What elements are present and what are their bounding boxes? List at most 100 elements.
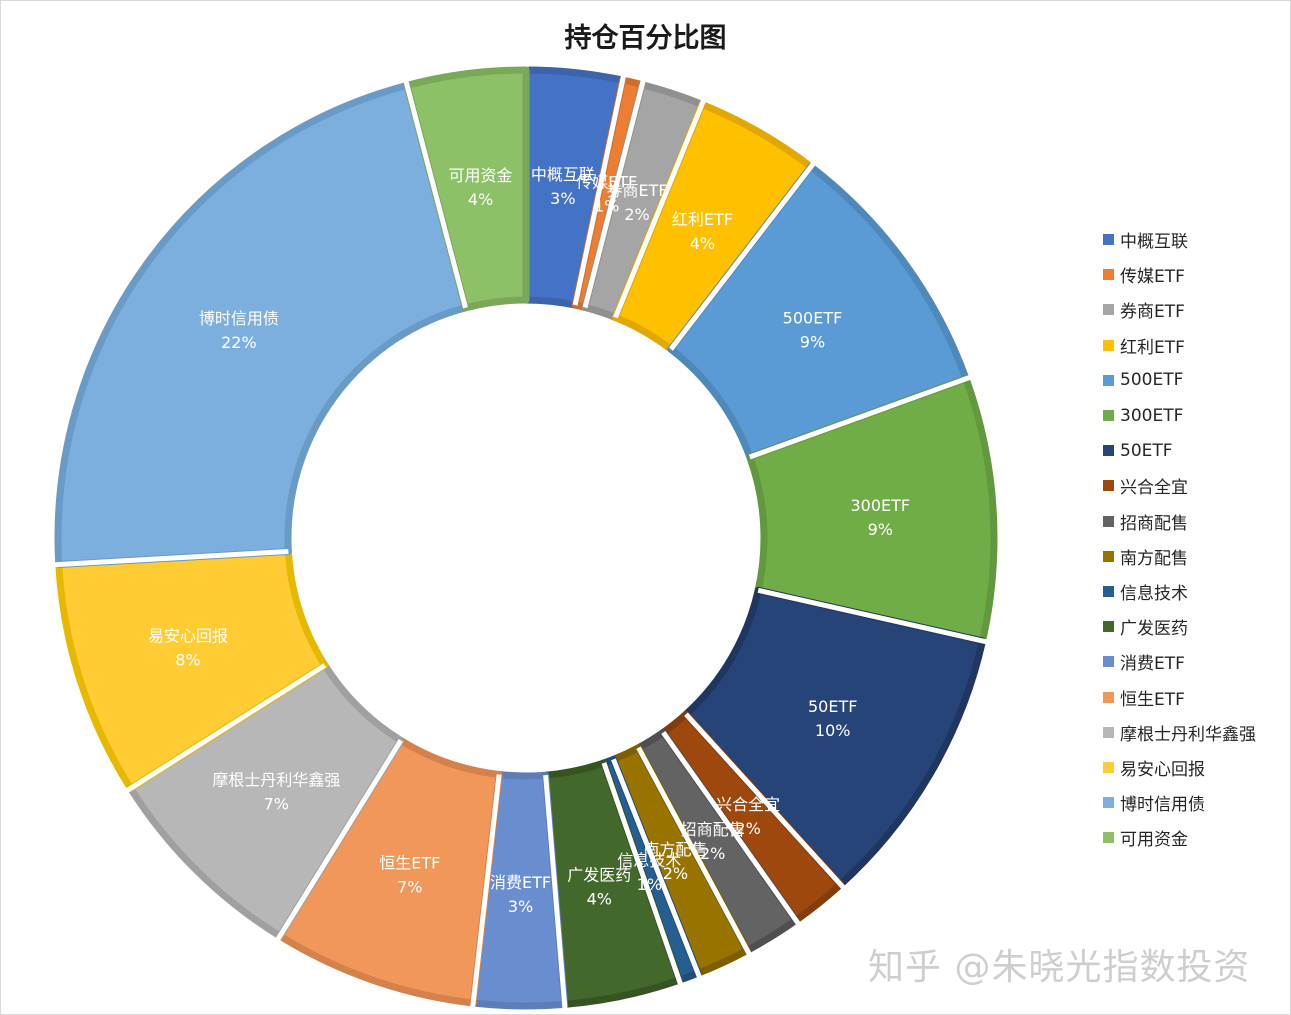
legend-label: 恒生ETF [1120, 689, 1185, 710]
legend-swatch [1103, 832, 1114, 844]
slice-percent-label: 2% [735, 819, 760, 838]
legend-swatch [1103, 374, 1114, 386]
legend-item: 消费ETF [1103, 644, 1256, 679]
legend-item: 南方配售 [1103, 539, 1256, 574]
legend-swatch [1103, 550, 1114, 562]
slice-gap-18 [403, 80, 468, 309]
legend-swatch [1103, 480, 1114, 492]
slice-category-label: 50ETF [808, 697, 857, 716]
legend-label: 红利ETF [1120, 337, 1185, 358]
slice-percent-label: 3% [550, 189, 575, 208]
slice-gap-17 [54, 548, 289, 568]
slice-gap-3 [582, 80, 646, 309]
slice-category-label: 传媒ETF [576, 172, 637, 191]
slice-percent-label: 1% [637, 875, 662, 894]
slice-category-label: 恒生ETF [379, 853, 440, 872]
slice-category-label: 招商配售 [681, 820, 745, 839]
legend-item: 50ETF [1103, 433, 1256, 468]
legend-swatch [1103, 621, 1114, 633]
legend-swatch [1103, 234, 1114, 246]
legend-swatch [1103, 656, 1114, 668]
legend-swatch [1103, 410, 1114, 422]
legend-swatch [1103, 726, 1114, 738]
slice-percent-label: 3% [508, 897, 533, 916]
legend-item: 博时信用债 [1103, 785, 1256, 820]
legend-swatch [1103, 761, 1114, 773]
legend-item: 摩根士丹利华鑫强 [1103, 715, 1256, 750]
slice-percent-label: 7% [397, 877, 422, 896]
slice-category-label: 300ETF [850, 496, 910, 515]
legend-swatch [1103, 515, 1114, 527]
slice-percent-label: 4% [468, 190, 493, 209]
legend-label: 兴合全宜 [1120, 478, 1188, 499]
slice-category-label: 信息技术 [617, 851, 681, 870]
legend-label: 300ETF [1120, 405, 1184, 426]
legend-label: 500ETF [1120, 370, 1184, 391]
slice-gap-7 [757, 587, 987, 645]
slice-gap-15 [275, 739, 403, 941]
legend-label: 中概互联 [1120, 232, 1188, 253]
slice-category-label: 可用资金 [449, 166, 513, 185]
legend-label: 50ETF [1120, 440, 1173, 461]
slice-gap-4 [613, 99, 706, 319]
slice-percent-label: 9% [800, 332, 825, 351]
slice-category-label: 博时信用债 [199, 309, 279, 328]
legend-swatch [1103, 691, 1114, 703]
slice-category-label: 易安心回报 [148, 626, 228, 645]
legend-label: 易安心回报 [1120, 759, 1205, 780]
legend-label: 信息技术 [1120, 583, 1188, 604]
slice-gap-5 [668, 162, 816, 351]
slice-category-label: 广发医药 [567, 865, 631, 884]
slice-category-label: 中概互联 [531, 165, 595, 184]
legend-swatch [1103, 445, 1114, 457]
legend-item: 500ETF [1103, 363, 1256, 398]
legend-label: 广发医药 [1120, 619, 1188, 640]
legend-label: 南方配售 [1120, 548, 1188, 569]
slice-gap-11 [611, 758, 702, 978]
slice-17 [54, 81, 470, 568]
slice-percent-label: 4% [587, 889, 612, 908]
slice-category-label: 红利ETF [672, 210, 733, 229]
legend-item: 传媒ETF [1103, 257, 1256, 292]
slice-category-label: 券商ETF [606, 181, 667, 200]
slice-percent-label: 10% [815, 721, 851, 740]
legend-item: 恒生ETF [1103, 679, 1256, 714]
legend-label: 消费ETF [1120, 654, 1185, 675]
legend-label: 券商ETF [1120, 302, 1185, 323]
legend-label: 博时信用债 [1120, 795, 1205, 816]
chart-title: 持仓百分比图 [564, 23, 727, 54]
legend-item: 易安心回报 [1103, 750, 1256, 785]
legend-item: 广发医药 [1103, 609, 1256, 644]
slice-category-label: 南方配售 [643, 840, 707, 859]
slice-18 [403, 66, 530, 312]
slice-percent-label: 9% [868, 520, 893, 539]
slice-gap-8 [684, 712, 846, 890]
legend: 中概互联传媒ETF 券商ETF 红利ETF 500ETF 300ETF 50ETF 兴合全宜… [1103, 222, 1256, 855]
legend-item: 招商配售 [1103, 504, 1256, 539]
slice-gap-12 [601, 762, 683, 985]
slice-gap-16 [125, 663, 327, 793]
legend-item: 中概互联 [1103, 222, 1256, 257]
legend-label: 招商配售 [1120, 513, 1188, 534]
legend-item: 券商ETF [1103, 292, 1256, 327]
legend-label: 可用资金 [1120, 830, 1188, 851]
legend-label: 摩根士丹利华鑫强 [1120, 724, 1256, 745]
slice-percent-label: 1% [594, 196, 619, 215]
slice-gap-6 [748, 375, 971, 460]
slice-percent-label: 7% [264, 794, 289, 813]
legend-label: 传媒ETF [1120, 267, 1185, 288]
slice-category-label: 兴合全宜 [716, 795, 780, 814]
legend-swatch [1103, 585, 1114, 597]
slice-percent-label: 2% [663, 864, 688, 883]
slice-gap-14 [470, 774, 502, 1008]
slice-gap-13 [543, 774, 568, 1009]
legend-item: 可用资金 [1103, 820, 1256, 855]
slice-gap-10 [636, 746, 752, 956]
legend-item: 信息技术 [1103, 574, 1256, 609]
slice-percent-label: 8% [175, 650, 200, 669]
slice-category-label: 摩根士丹利华鑫强 [212, 770, 340, 789]
legend-swatch [1103, 339, 1114, 351]
slice-category-label: 500ETF [783, 308, 843, 327]
watermark: 知乎 @朱晓光指数投资 [868, 947, 1251, 988]
